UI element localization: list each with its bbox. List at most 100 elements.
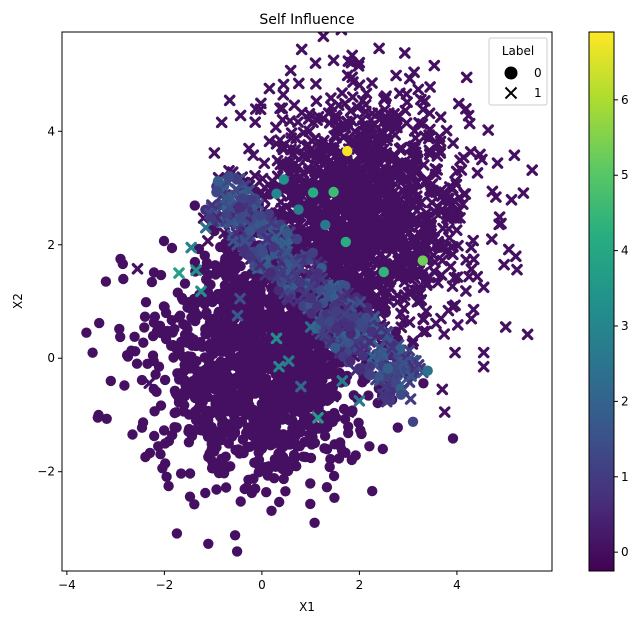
- cluster-0-point: [199, 405, 210, 416]
- x-tick-label: −4: [58, 578, 76, 592]
- boundary-point: [357, 350, 369, 361]
- cluster-1-point: [467, 303, 480, 316]
- cluster-0-point: [359, 223, 370, 234]
- cluster-0-point: [343, 427, 354, 439]
- cluster-0-point: [148, 317, 160, 328]
- cluster-0-point: [204, 317, 216, 328]
- high-influence-point: [273, 360, 285, 373]
- cluster-0-point: [163, 480, 174, 492]
- high-influence-point: [417, 255, 428, 266]
- cluster-0-point: [242, 422, 254, 433]
- cluster-0-point: [139, 311, 151, 322]
- cluster-0-point: [194, 366, 206, 377]
- y-tick-label: −2: [37, 465, 55, 479]
- outlier-point: [81, 327, 92, 338]
- boundary-point: [358, 341, 371, 353]
- boundary-point: [381, 371, 392, 383]
- cluster-0-point: [182, 324, 193, 335]
- cluster-0-point: [179, 390, 191, 402]
- cluster-1-point: [277, 89, 290, 101]
- cluster-1-point: [486, 185, 499, 198]
- colorbar-ticks: 0 1 2 3 4 5 6: [614, 93, 629, 559]
- cluster-0-point: [155, 400, 167, 411]
- colorbar-gradient: [588, 31, 615, 572]
- high-influence-point: [336, 375, 349, 387]
- cluster-1-point: [435, 269, 448, 281]
- cluster-1-point: [322, 200, 334, 213]
- high-influence-point: [312, 412, 324, 424]
- cluster-1-point: [413, 117, 425, 129]
- cluster-0-point: [329, 492, 340, 503]
- cluster-0-point: [253, 300, 264, 311]
- cluster-1-point: [409, 132, 422, 144]
- outlier-point: [309, 57, 322, 69]
- cluster-1-point: [438, 328, 450, 340]
- cluster-0-point: [158, 235, 170, 247]
- cluster-1-point: [249, 170, 261, 182]
- boundary-point: [373, 371, 384, 383]
- cluster-1-point: [452, 319, 464, 331]
- cluster-0-point: [301, 231, 312, 242]
- colorbar-tick-label: 4: [621, 244, 629, 258]
- high-influence-point: [278, 174, 289, 185]
- cluster-1-point: [417, 325, 429, 338]
- high-influence-point: [185, 241, 197, 254]
- high-influence-point: [340, 236, 351, 248]
- cluster-0-point: [280, 486, 291, 497]
- x-axis-label: X1: [299, 600, 315, 614]
- boundary-point: [290, 257, 302, 270]
- cluster-1-point: [448, 272, 461, 284]
- cluster-1-point: [423, 129, 435, 141]
- x-tick-label: 2: [356, 578, 364, 592]
- plot-frame: [61, 31, 553, 572]
- cluster-0-point: [363, 390, 374, 401]
- cluster-1-point: [420, 305, 432, 317]
- boundary-point: [339, 334, 351, 347]
- cluster-0-point: [321, 482, 333, 493]
- cluster-0-point: [319, 443, 330, 454]
- cluster-0-point: [166, 242, 178, 254]
- cluster-0-point: [307, 199, 318, 210]
- cluster-0-point: [218, 468, 230, 479]
- boundary-point: [307, 247, 318, 258]
- cluster-1-point: [337, 190, 349, 202]
- cluster-0-point: [225, 461, 236, 472]
- cluster-0-point: [350, 450, 361, 461]
- boundary-point: [335, 291, 348, 303]
- cluster-1-point: [446, 182, 459, 195]
- cluster-0-point: [211, 484, 222, 495]
- cluster-0-point: [312, 410, 324, 421]
- boundary-point: [245, 225, 256, 236]
- legend-box: [488, 37, 548, 106]
- legend-circle-marker: [504, 66, 518, 80]
- cluster-1-point: [375, 134, 387, 146]
- cluster-0-point: [257, 386, 269, 397]
- data-points: [81, 32, 538, 557]
- cluster-0-point: [292, 400, 303, 412]
- cluster-0-point: [190, 294, 201, 305]
- cluster-1-point: [397, 240, 410, 253]
- cluster-1-point: [402, 158, 414, 170]
- cluster-0-point: [265, 315, 277, 327]
- cluster-0-point: [252, 410, 264, 421]
- cluster-0-point: [118, 273, 129, 285]
- cluster-1-point: [208, 147, 221, 159]
- cluster-1-point: [491, 157, 504, 169]
- cluster-1-point: [325, 100, 337, 113]
- cluster-1-point: [297, 126, 310, 139]
- cluster-0-point: [335, 441, 346, 452]
- cluster-1-point: [408, 66, 420, 79]
- cluster-0-point: [321, 384, 332, 395]
- cluster-0-point: [209, 360, 220, 372]
- cluster-0-point: [261, 487, 272, 498]
- cluster-1-point: [408, 272, 421, 284]
- cluster-0-point: [235, 496, 246, 507]
- cluster-0-point: [258, 402, 269, 413]
- cluster-1-point: [297, 167, 310, 180]
- cluster-0-point: [254, 428, 265, 439]
- cluster-0-point: [200, 328, 211, 340]
- cluster-1-point: [319, 183, 332, 195]
- cluster-1-point: [386, 175, 398, 187]
- cluster-0-point: [418, 378, 429, 389]
- cluster-1-point: [443, 232, 456, 244]
